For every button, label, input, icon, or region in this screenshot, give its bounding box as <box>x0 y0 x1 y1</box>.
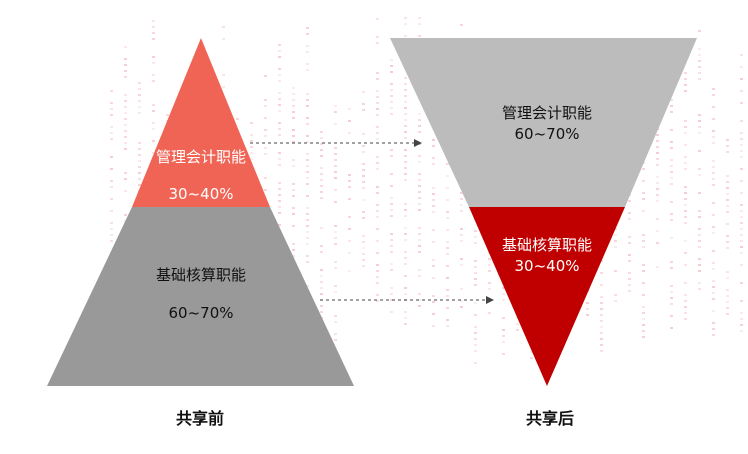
before-top-range: 30~40% <box>168 185 234 203</box>
after-caption: 共享后 <box>525 409 574 428</box>
before-bottom-name: 基础核算职能 <box>155 266 246 284</box>
before-top-name: 管理会计职能 <box>155 148 246 166</box>
before-bottom-segment <box>47 207 354 386</box>
after-bottom-name: 基础核算职能 <box>501 236 592 254</box>
before-caption: 共享前 <box>175 409 224 428</box>
after-bottom-range: 30~40% <box>514 257 580 275</box>
before-top-segment <box>132 38 270 207</box>
after-top-name: 管理会计职能 <box>501 104 592 122</box>
after-top-range: 60~70% <box>514 125 580 143</box>
before-bottom-range: 60~70% <box>168 304 234 322</box>
after-top-segment <box>390 38 697 207</box>
after-bottom-segment <box>469 207 625 386</box>
